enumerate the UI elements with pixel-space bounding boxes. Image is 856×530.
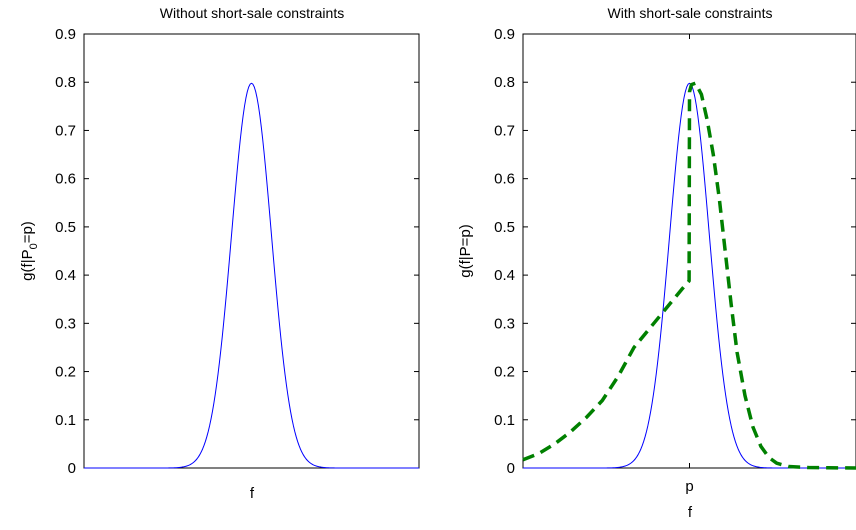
series-line-dashed xyxy=(522,81,856,470)
right-plot-lines xyxy=(522,81,856,470)
left-plot-y-label-subscript: 0 xyxy=(28,243,40,249)
left-plot-y-label-tail: =p) xyxy=(19,221,36,243)
right-plot-y-label: g(f|P=p) xyxy=(457,224,474,278)
left-plot-lines xyxy=(84,82,419,469)
y-tick-label: 0 xyxy=(507,460,515,477)
y-tick-label: 0.6 xyxy=(494,171,515,188)
left-plot-title: Without short-sale constraints xyxy=(160,5,344,21)
left-plot-y-ticks: 0 0.1 0.2 0.3 0.4 0.5 0.6 0.7 0.8 0.9 xyxy=(55,26,419,477)
x-tick-label: p xyxy=(685,478,693,495)
y-tick-label: 0.3 xyxy=(494,315,515,332)
y-tick-label: 0.5 xyxy=(494,219,515,236)
y-tick-label: 0.2 xyxy=(55,364,76,381)
y-tick-label: 0.4 xyxy=(494,267,515,284)
left-plot-y-label-main: g(f|P xyxy=(19,249,36,280)
right-plot-axes-box xyxy=(522,33,856,469)
y-tick-label: 0 xyxy=(68,460,76,477)
y-tick-label: 0.9 xyxy=(494,26,515,43)
y-tick-label: 0.8 xyxy=(55,74,76,91)
y-tick-label: 0.2 xyxy=(494,364,515,381)
y-tick-label: 0.8 xyxy=(494,74,515,91)
series-line-solid xyxy=(523,82,856,469)
y-tick-label: 0.4 xyxy=(55,267,76,284)
y-tick-label: 0.1 xyxy=(55,412,76,429)
y-tick-label: 0.3 xyxy=(55,315,76,332)
left-plot: Without short-sale constraints 0 0.1 0.2 0.… xyxy=(19,5,420,502)
right-plot-title: With short-sale constraints xyxy=(608,5,773,21)
left-plot-y-label: g(f|P0=p) xyxy=(19,221,40,281)
left-plot-axes-box xyxy=(83,33,420,469)
left-plot-x-label: f xyxy=(250,485,255,502)
right-plot-x-label: f xyxy=(688,504,693,521)
y-tick-label: 0.6 xyxy=(55,171,76,188)
y-tick-label: 0.1 xyxy=(494,412,515,429)
y-tick-label: 0.9 xyxy=(55,26,76,43)
series-line-solid xyxy=(84,82,419,469)
right-plot-x-ticks: p xyxy=(685,34,694,495)
right-plot: With short-sale constraints 0 0.1 0.2 0.3 0.… xyxy=(457,5,856,521)
right-plot-y-ticks: 0 0.1 0.2 0.3 0.4 0.5 0.6 0.7 0.8 0.9 xyxy=(494,26,856,477)
y-tick-label: 0.7 xyxy=(55,122,76,139)
y-tick-label: 0.5 xyxy=(55,219,76,236)
y-tick-label: 0.7 xyxy=(494,122,515,139)
